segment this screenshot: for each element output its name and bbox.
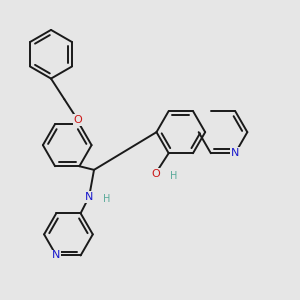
Text: O: O [151, 169, 160, 179]
Text: H: H [170, 171, 177, 182]
Text: N: N [85, 192, 93, 202]
Text: H: H [103, 194, 110, 204]
Text: N: N [231, 148, 239, 158]
Text: O: O [74, 115, 82, 125]
Text: N: N [52, 250, 61, 260]
